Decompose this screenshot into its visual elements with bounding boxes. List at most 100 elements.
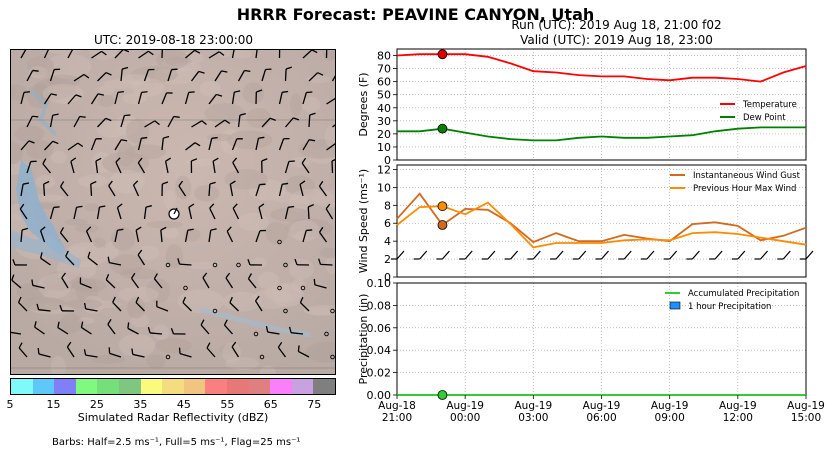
chart-legend: Accumulated Precipitation 1 hour Precipit… xyxy=(665,289,799,312)
wind-barb-flag xyxy=(231,341,237,348)
series-line xyxy=(396,201,807,249)
wind-barb-shaft xyxy=(90,183,93,197)
wind-barb-shaft xyxy=(143,69,150,82)
y-tick-label: 0.04 xyxy=(367,344,392,357)
stream-water xyxy=(29,88,58,137)
wind-barb-shaft xyxy=(185,50,196,59)
wind-barb-shaft xyxy=(18,302,28,312)
terrain-shade xyxy=(45,53,92,80)
x-tick-label: 21:00 xyxy=(382,412,412,424)
colorbar-swatch xyxy=(11,379,33,394)
wind-barb-shaft xyxy=(231,50,235,59)
wind-barb-shaft xyxy=(184,92,190,105)
wind-barb-shaft xyxy=(43,183,46,197)
wind-barb-shaft xyxy=(20,50,27,59)
wind-barb-flag xyxy=(107,256,110,263)
wind-barb-shaft xyxy=(178,185,187,197)
wind-barb-shaft xyxy=(90,93,99,105)
calm-wind-circle xyxy=(212,262,218,268)
wind-barb-flag xyxy=(209,181,216,185)
wind-barb-flag xyxy=(216,93,223,97)
wind-barb-flag xyxy=(309,139,316,142)
wind-barb-shaft xyxy=(149,332,163,335)
wind-barb-flag xyxy=(105,71,112,76)
terrain-shade xyxy=(93,237,106,248)
wind-barb-flag xyxy=(218,51,225,56)
wind-barb-shaft xyxy=(232,162,240,174)
terrain-shade xyxy=(120,267,159,280)
wind-barb-flag xyxy=(145,205,152,208)
wind-barb-flag xyxy=(277,341,283,348)
terrain-shade xyxy=(285,218,334,238)
y-tick-label: 10 xyxy=(377,181,391,194)
wind-barb-flag xyxy=(90,180,97,185)
wind-barb-shaft xyxy=(206,347,216,358)
terrain-shade xyxy=(319,247,335,259)
wind-barb-shaft xyxy=(208,51,220,59)
map-title: UTC: 2019-08-18 23:00:00 xyxy=(93,33,254,47)
wind-barb-shaft xyxy=(91,50,102,59)
wind-barb-shaft xyxy=(20,92,25,105)
terrain-shade xyxy=(31,284,74,291)
wind-barb-shaft xyxy=(137,254,146,266)
wind-barb-flag xyxy=(293,117,300,121)
y-tick-label: 6 xyxy=(384,217,391,230)
colorbar-tick-label: 75 xyxy=(307,398,322,411)
wind-barb-flag xyxy=(306,229,313,232)
wind-barb-shaft xyxy=(231,138,238,151)
wind-barb-flag xyxy=(210,228,217,231)
wind-barb-shaft xyxy=(184,230,189,243)
wind-barb-flag xyxy=(211,136,218,139)
wind-barb-shaft xyxy=(131,277,140,289)
terrain-shade xyxy=(165,56,192,67)
terrain-shade xyxy=(50,355,66,374)
calm-wind-circle xyxy=(283,308,288,314)
colorbar-tick-label: 5 xyxy=(6,398,14,411)
terrain-shade xyxy=(14,125,45,143)
wind-barb-flag xyxy=(141,136,148,139)
wind-barb-shaft xyxy=(39,230,46,243)
y-tick-label: 0.00 xyxy=(367,389,392,402)
wind-barb-flag xyxy=(112,296,116,303)
wind-barb-shaft xyxy=(114,139,122,151)
wind-barb-flag xyxy=(188,91,195,94)
colorbar-tick-label: 65 xyxy=(263,398,278,411)
terrain-shade xyxy=(301,96,321,113)
wind-barb-flag xyxy=(70,157,77,162)
wind-barb-flag xyxy=(117,91,124,94)
calm-wind-circle xyxy=(300,285,306,291)
wind-barb-flag xyxy=(117,228,124,231)
terrain-shade xyxy=(220,128,240,155)
run-time: Run (UTC): 2019 Aug 18, 21:00 f02 xyxy=(511,18,722,32)
wind-barb-flag xyxy=(133,180,139,186)
wind-barb-shaft xyxy=(255,50,258,59)
terrain-shade xyxy=(259,365,276,374)
chart-legend: Temperature Dew Point xyxy=(720,100,797,123)
wind-barb-flag xyxy=(18,342,23,349)
wind-barb-shaft xyxy=(208,138,213,151)
wind-barb-shaft xyxy=(214,70,223,82)
terrain-shade xyxy=(118,286,159,303)
y-tick-label: 60 xyxy=(377,76,391,89)
wind-barb-flag xyxy=(36,303,40,310)
wind-barb-shaft xyxy=(231,346,240,358)
wind-barb-shaft xyxy=(90,138,97,151)
wind-barb-shaft xyxy=(43,50,49,59)
wind-barb-shaft xyxy=(208,94,217,105)
wind-barb-flag xyxy=(23,91,31,94)
wind-barb-shaft xyxy=(73,116,81,128)
wind-barb-shaft xyxy=(116,207,122,220)
wind-barb-shaft xyxy=(302,139,310,151)
wind-barb-shaft xyxy=(49,69,55,82)
wind-barb-shaft xyxy=(20,229,23,243)
terrain-shade xyxy=(291,278,306,293)
wind-barb-flag xyxy=(117,203,123,209)
wind-panel-barb xyxy=(601,250,609,260)
wind-barb-flag xyxy=(285,66,292,70)
wind-barb-flag xyxy=(39,252,43,259)
wind-barb-flag xyxy=(107,318,112,325)
wind-panel-barb xyxy=(578,250,587,260)
wind-barb-flag xyxy=(255,295,260,302)
wind-barb-flag xyxy=(191,158,198,162)
wind-barb-shaft xyxy=(40,257,51,266)
